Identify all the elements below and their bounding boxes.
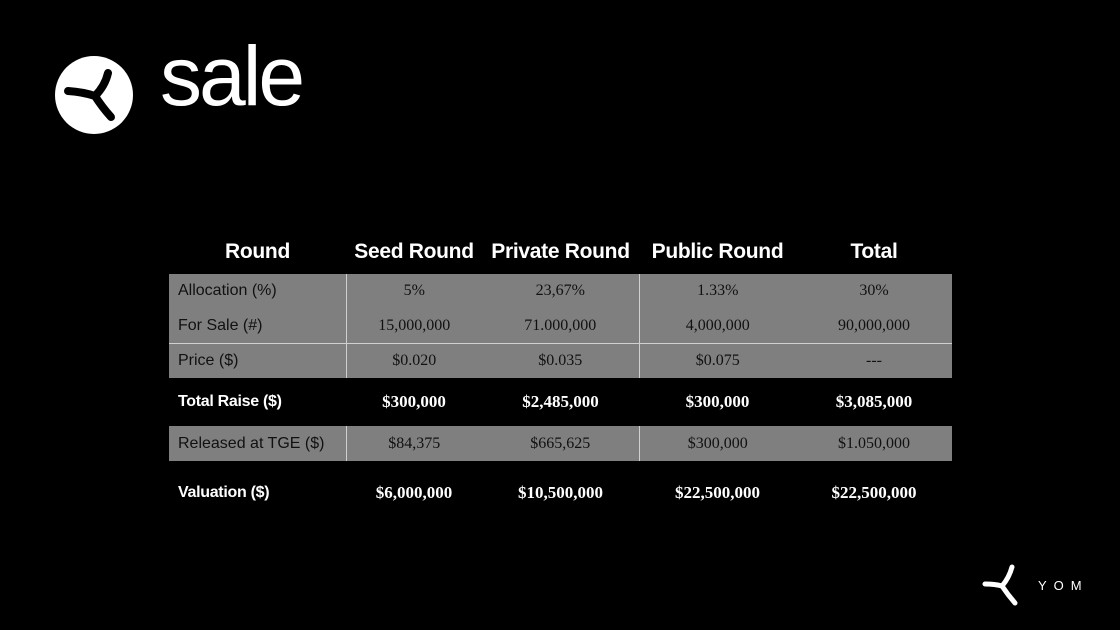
footer-brand: YOM: [982, 563, 1089, 607]
table-cell: $0.035: [482, 343, 640, 378]
table-row-valuation: Valuation ($) $6,000,000 $10,500,000 $22…: [169, 461, 952, 525]
table-row-allocation: Allocation (%) 5% 23,67% 1.33% 30%: [169, 274, 952, 308]
table-cell: 1.33%: [639, 274, 796, 308]
token-sale-table: Round Seed Round Private Round Public Ro…: [169, 230, 952, 525]
brand-mark-circle-icon: [55, 56, 133, 134]
column-header-private: Private Round: [491, 240, 630, 263]
table-cell: 15,000,000: [346, 308, 482, 344]
table-cell: $84,375: [346, 426, 482, 461]
brand-mark-icon: [982, 564, 1018, 606]
table-cell: ---: [796, 343, 952, 378]
table-cell: $300,000: [346, 378, 482, 426]
table-cell: 30%: [796, 274, 952, 308]
table-cell: 90,000,000: [796, 308, 952, 344]
row-label: Price ($): [169, 343, 347, 378]
table-cell: $300,000: [639, 426, 796, 461]
table-cell: $1.050,000: [796, 426, 952, 461]
table-cell: $3,085,000: [796, 378, 952, 426]
table-cell: 4,000,000: [639, 308, 796, 344]
column-header-total: Total: [850, 240, 898, 263]
table-cell: $22,500,000: [639, 461, 796, 525]
row-label: For Sale (#): [169, 308, 347, 344]
column-header-seed: Seed Round: [354, 240, 474, 263]
table-cell: $22,500,000: [796, 461, 952, 525]
table-row-price: Price ($) $0.020 $0.035 $0.075 ---: [169, 343, 952, 378]
column-header-public: Public Round: [651, 240, 784, 263]
table-cell: $6,000,000: [346, 461, 482, 525]
table-cell: 71.000,000: [482, 308, 640, 344]
table-cell: $0.075: [639, 343, 796, 378]
table-row-for-sale: For Sale (#) 15,000,000 71.000,000 4,000…: [169, 308, 952, 344]
column-header-round: Round: [225, 240, 290, 263]
table-cell: $300,000: [639, 378, 796, 426]
table-cell: $0.020: [346, 343, 482, 378]
table-header-row: Round Seed Round Private Round Public Ro…: [169, 230, 952, 274]
table-cell: 23,67%: [482, 274, 640, 308]
row-label: Allocation (%): [169, 274, 347, 308]
row-label: Released at TGE ($): [169, 426, 347, 461]
table-cell: $2,485,000: [482, 378, 639, 426]
table-row-released-tge: Released at TGE ($) $84,375 $665,625 $30…: [169, 426, 952, 461]
page-title: sale: [160, 29, 305, 123]
brand-name: YOM: [1038, 577, 1089, 593]
row-label: Valuation ($): [169, 461, 346, 525]
row-label: Total Raise ($): [169, 378, 346, 426]
table-cell: $665,625: [482, 426, 640, 461]
table-cell: $10,500,000: [482, 461, 639, 525]
table-cell: 5%: [346, 274, 482, 308]
table-row-total-raise: Total Raise ($) $300,000 $2,485,000 $300…: [169, 378, 952, 426]
